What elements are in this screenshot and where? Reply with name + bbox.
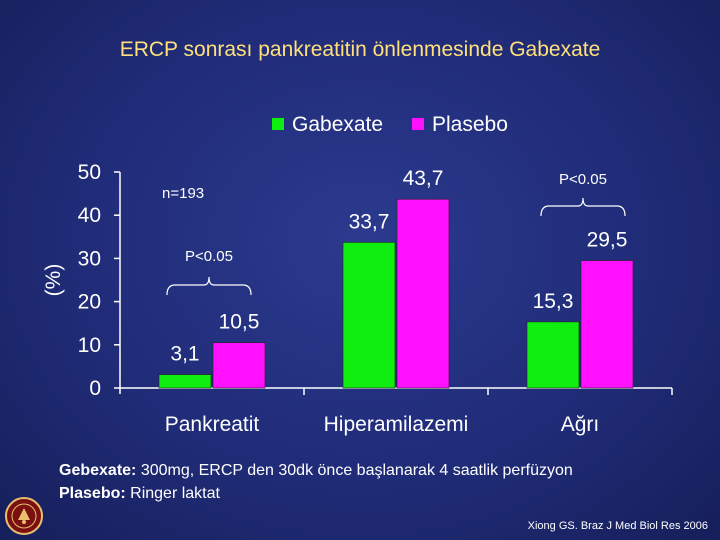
slide-title: ERCP sonrası pankreatitin önlenmesinde G…	[119, 38, 601, 61]
plasebo-note-label: Plasebo:	[59, 485, 126, 502]
data-label: 15,3	[533, 290, 574, 313]
y-tick-label: 50	[78, 161, 101, 184]
y-tick-label: 10	[78, 334, 101, 357]
p-value-pankreatit-label: P<0.05	[185, 248, 233, 265]
data-label: 29,5	[587, 229, 628, 252]
plasebo-note-text: Ringer laktat	[125, 485, 220, 502]
x-tick-label: Hiperamilazemi	[324, 413, 469, 436]
gabexate-note-text: 300mg, ERCP den 30dk önce başlanarak 4 s…	[136, 462, 573, 479]
bar-plasebo	[396, 198, 450, 389]
x-tick-label: Ağrı	[561, 413, 600, 436]
p-value-agri-brace	[540, 197, 626, 217]
legend-swatch-plasebo	[412, 118, 424, 130]
gabexate-dose-note: Gebexate: 300mg, ERCP den 30dk önce başl…	[59, 462, 573, 480]
data-label: 43,7	[403, 167, 444, 190]
bar-gabexate	[526, 321, 580, 389]
legend-swatch-gabexate	[272, 118, 284, 130]
data-label: 3,1	[170, 343, 199, 366]
legend-label: Plasebo	[432, 113, 508, 136]
citation: Xiong GS. Braz J Med Biol Res 2006	[527, 520, 708, 532]
plasebo-note: Plasebo: Ringer laktat	[59, 485, 220, 503]
legend-label: Gabexate	[292, 113, 383, 136]
data-label: 33,7	[349, 210, 390, 233]
y-tick-label: 0	[89, 377, 101, 400]
bar-plasebo	[580, 260, 634, 389]
data-label: 10,5	[219, 311, 260, 334]
x-tick-label: Pankreatit	[165, 413, 260, 436]
y-tick-label: 30	[78, 247, 101, 270]
gabexate-note-label: Gebexate:	[59, 462, 137, 479]
university-seal-icon	[5, 497, 43, 535]
bar-gabexate	[342, 242, 396, 389]
y-tick-label: 40	[78, 204, 101, 227]
y-tick-label: 20	[78, 291, 101, 314]
p-value-agri-label: P<0.05	[559, 171, 607, 188]
y-axis-label: (%)	[42, 264, 65, 297]
bar-plasebo	[212, 342, 266, 389]
sample-size-annotation: n=193	[162, 185, 204, 202]
bar-gabexate	[158, 374, 212, 389]
p-value-pankreatit-brace	[166, 276, 252, 296]
